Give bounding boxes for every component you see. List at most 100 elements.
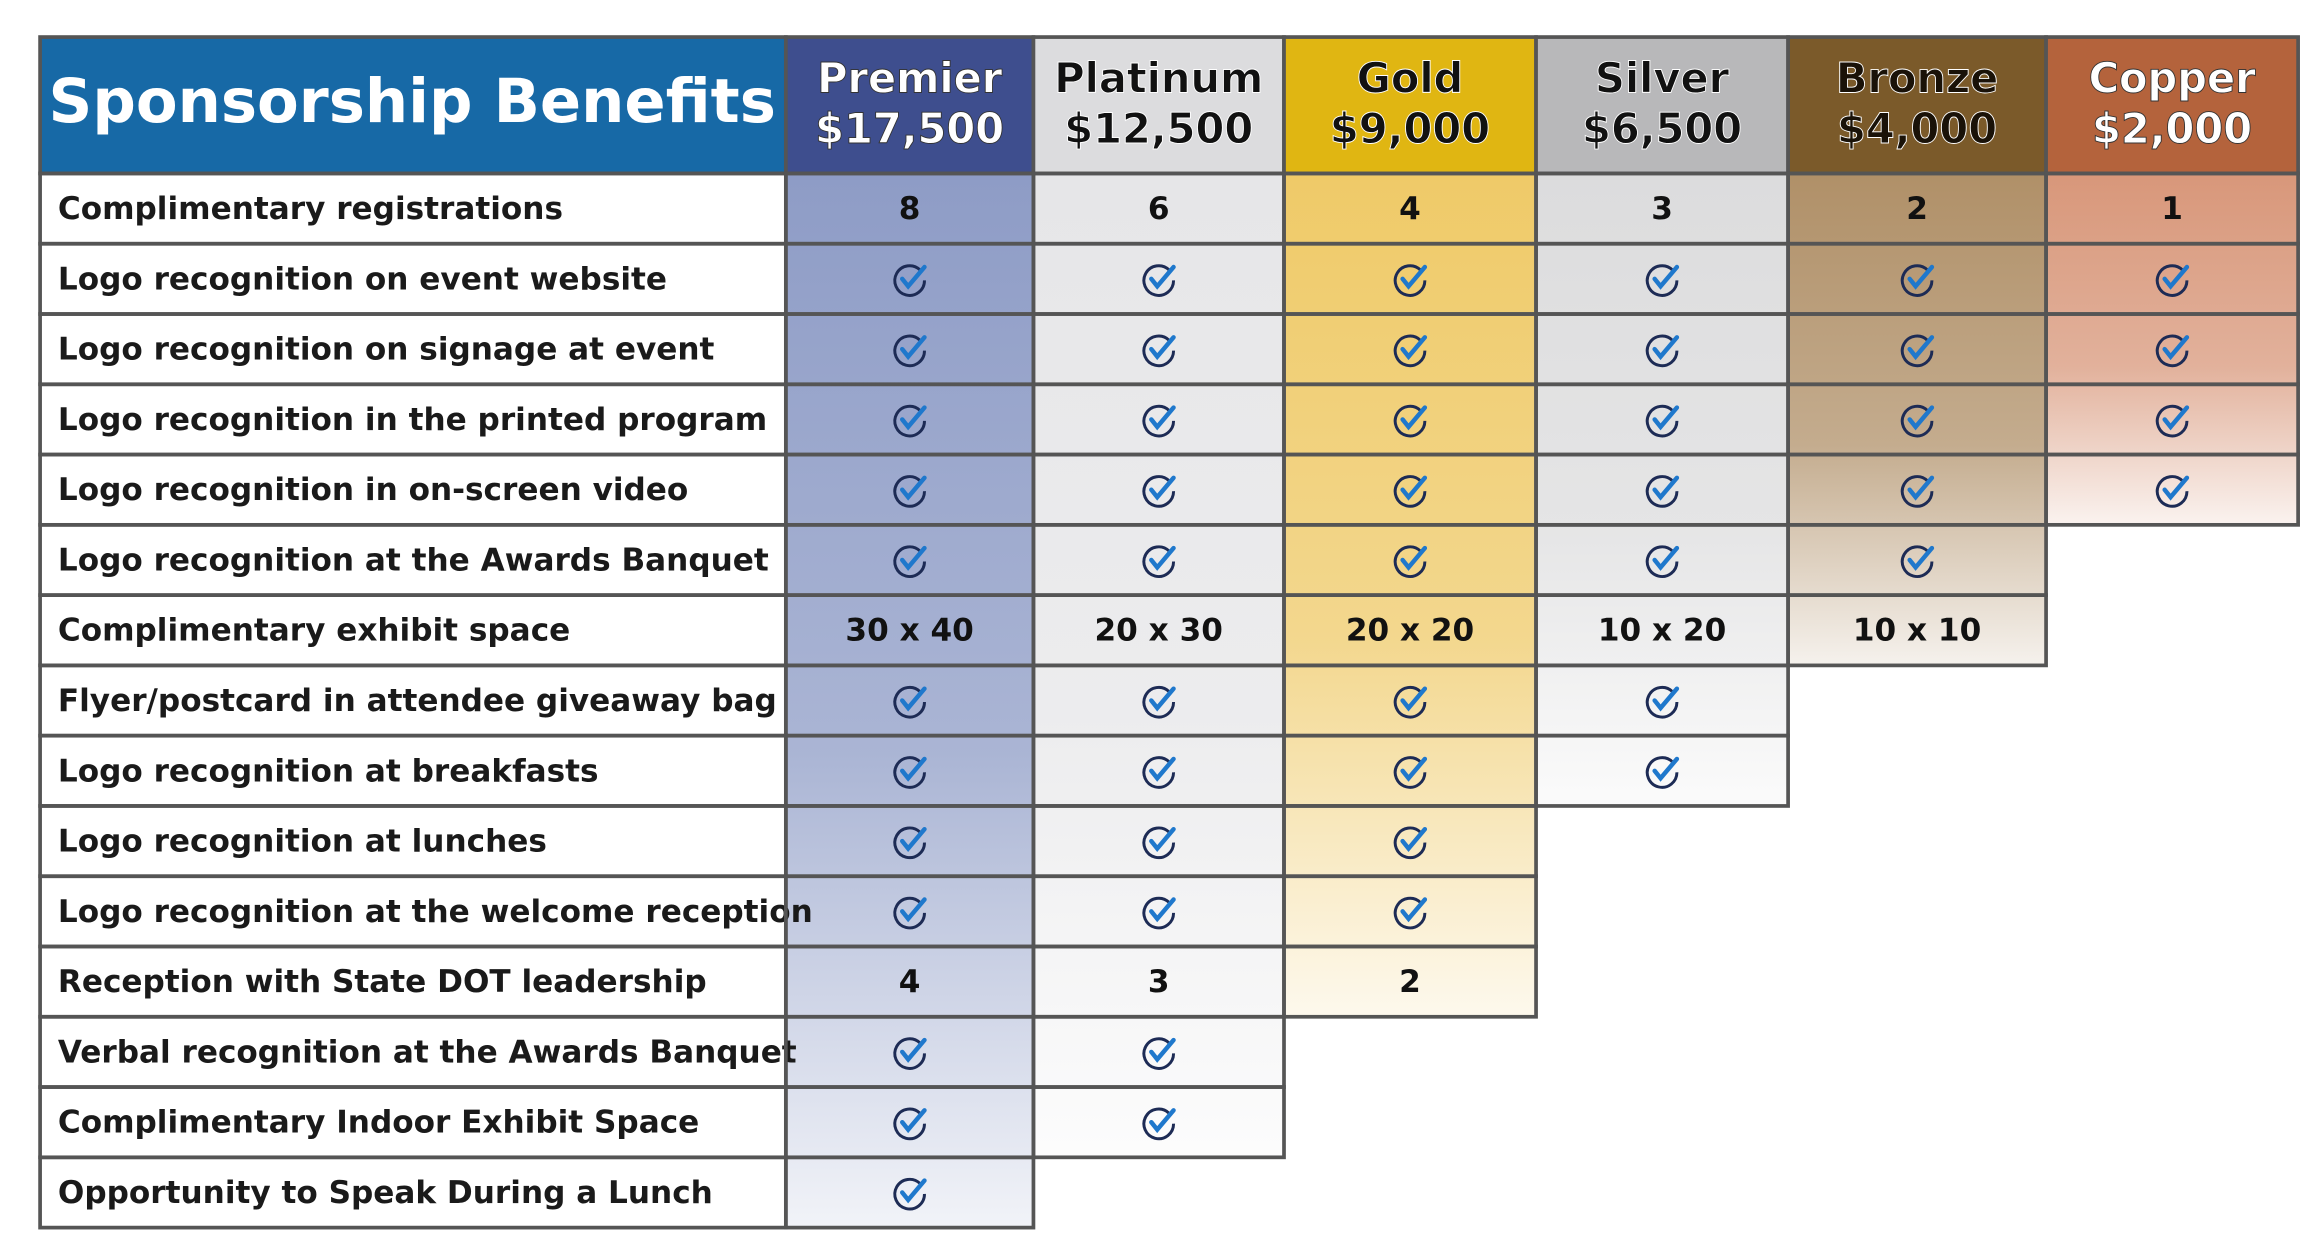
row-label: Logo recognition at lunches xyxy=(58,824,547,860)
check-icon xyxy=(1393,685,1428,719)
check-icon xyxy=(1142,404,1176,438)
check-icon xyxy=(1142,1107,1176,1141)
cell-value: 30 x 40 xyxy=(845,613,973,649)
check-icon xyxy=(1393,264,1428,297)
check-icon xyxy=(1142,334,1176,368)
table-cell xyxy=(2044,452,2300,527)
tier-price: $4,000 xyxy=(1837,104,1997,153)
check-icon xyxy=(893,685,927,719)
cell-value: 4 xyxy=(899,964,921,1000)
check-icon xyxy=(893,1037,927,1070)
table-cell xyxy=(1534,733,1790,808)
check-icon xyxy=(2155,404,2190,438)
check-icon xyxy=(1393,756,1428,789)
tier-name: Bronze xyxy=(1836,54,1998,103)
check-icon xyxy=(1393,896,1428,930)
check-icon xyxy=(2155,334,2190,368)
cell-value: 4 xyxy=(1399,191,1421,227)
check-icon xyxy=(1393,334,1428,368)
cell-value: 20 x 30 xyxy=(1095,613,1223,649)
check-icon xyxy=(893,475,927,508)
tier-header xyxy=(783,35,1036,176)
row-label: Opportunity to Speak During a Lunch xyxy=(58,1175,713,1211)
check-icon xyxy=(1393,475,1428,508)
check-icon xyxy=(1393,545,1428,578)
tier-column-bg xyxy=(2046,173,2299,525)
tier-name: Platinum xyxy=(1054,54,1263,103)
check-icon xyxy=(1645,475,1680,508)
check-icon xyxy=(1900,404,1935,438)
tier-price: $9,000 xyxy=(1330,104,1490,153)
cell-value: 10 x 10 xyxy=(1853,613,1981,649)
check-icon xyxy=(2155,475,2190,508)
tier-column-bg xyxy=(785,173,1034,1228)
check-icon xyxy=(1900,264,1935,297)
check-icon xyxy=(1645,756,1680,789)
check-icon xyxy=(893,264,927,297)
row-label: Logo recognition at the Awards Banquet xyxy=(58,542,769,578)
cell-value: 2 xyxy=(1399,964,1421,1000)
row-label: Logo recognition in the printed program xyxy=(58,402,767,438)
row-label: Logo recognition at the welcome receptio… xyxy=(58,894,813,930)
check-icon xyxy=(893,826,927,860)
cell-value: 8 xyxy=(899,191,921,227)
row-label: Complimentary exhibit space xyxy=(58,613,570,649)
check-icon xyxy=(1142,826,1176,860)
row-label: Flyer/postcard in attendee giveaway bag xyxy=(58,683,777,719)
check-icon xyxy=(1393,404,1428,438)
check-icon xyxy=(1393,826,1428,860)
tier-column-bg xyxy=(1788,173,2047,666)
check-icon xyxy=(893,1107,927,1141)
check-icon xyxy=(1142,1037,1176,1070)
row-label: Complimentary Indoor Exhibit Space xyxy=(58,1105,699,1141)
check-icon xyxy=(1645,334,1680,368)
tier-price: $17,500 xyxy=(815,104,1004,153)
tier-price: $2,000 xyxy=(2092,104,2252,153)
row-label: Logo recognition in on-screen video xyxy=(58,472,688,508)
cell-value: 3 xyxy=(1148,964,1170,1000)
tier-price: $12,500 xyxy=(1064,104,1253,153)
table-title: Sponsorship Benefits xyxy=(49,67,776,137)
row-label: Logo recognition at breakfasts xyxy=(58,753,599,789)
check-icon xyxy=(1900,545,1935,578)
table-cell xyxy=(1282,944,1538,1019)
check-icon xyxy=(1142,264,1176,297)
row-label: Logo recognition on event website xyxy=(58,261,667,297)
tier-header xyxy=(2044,35,2300,176)
check-icon xyxy=(893,334,927,368)
tier-name: Gold xyxy=(1357,54,1464,103)
cell-value: 6 xyxy=(1148,191,1170,227)
check-icon xyxy=(1645,685,1680,719)
row-label: Reception with State DOT leadership xyxy=(58,964,707,1000)
row-label: Verbal recognition at the Awards Banquet xyxy=(58,1034,797,1070)
check-icon xyxy=(1142,896,1176,930)
cell-value: 3 xyxy=(1651,191,1673,227)
check-icon xyxy=(1645,404,1680,438)
check-icon xyxy=(1142,475,1176,508)
cell-value: 2 xyxy=(1906,191,1928,227)
cell-value: 10 x 20 xyxy=(1598,613,1726,649)
table-cell xyxy=(1031,1085,1286,1160)
check-icon xyxy=(893,545,927,578)
cell-value: 1 xyxy=(2161,191,2183,227)
check-icon xyxy=(893,896,927,930)
table-cell xyxy=(783,1155,1036,1230)
tier-header xyxy=(1786,35,2048,176)
tier-name: Silver xyxy=(1595,54,1730,103)
cell-value: 20 x 20 xyxy=(1346,613,1474,649)
title-cell xyxy=(38,35,788,176)
check-icon xyxy=(1645,545,1680,578)
check-icon xyxy=(2155,264,2190,297)
check-icon xyxy=(893,756,927,789)
check-icon xyxy=(1645,264,1680,297)
tier-price: $6,500 xyxy=(1582,104,1742,153)
check-icon xyxy=(1142,545,1176,578)
check-icon xyxy=(1142,756,1176,789)
tier-name: Copper xyxy=(2089,54,2257,103)
tier-column-bg xyxy=(1536,173,1789,806)
tier-name: Premier xyxy=(817,54,1003,103)
check-icon xyxy=(893,404,927,438)
row-label: Logo recognition on signage at event xyxy=(58,332,715,368)
